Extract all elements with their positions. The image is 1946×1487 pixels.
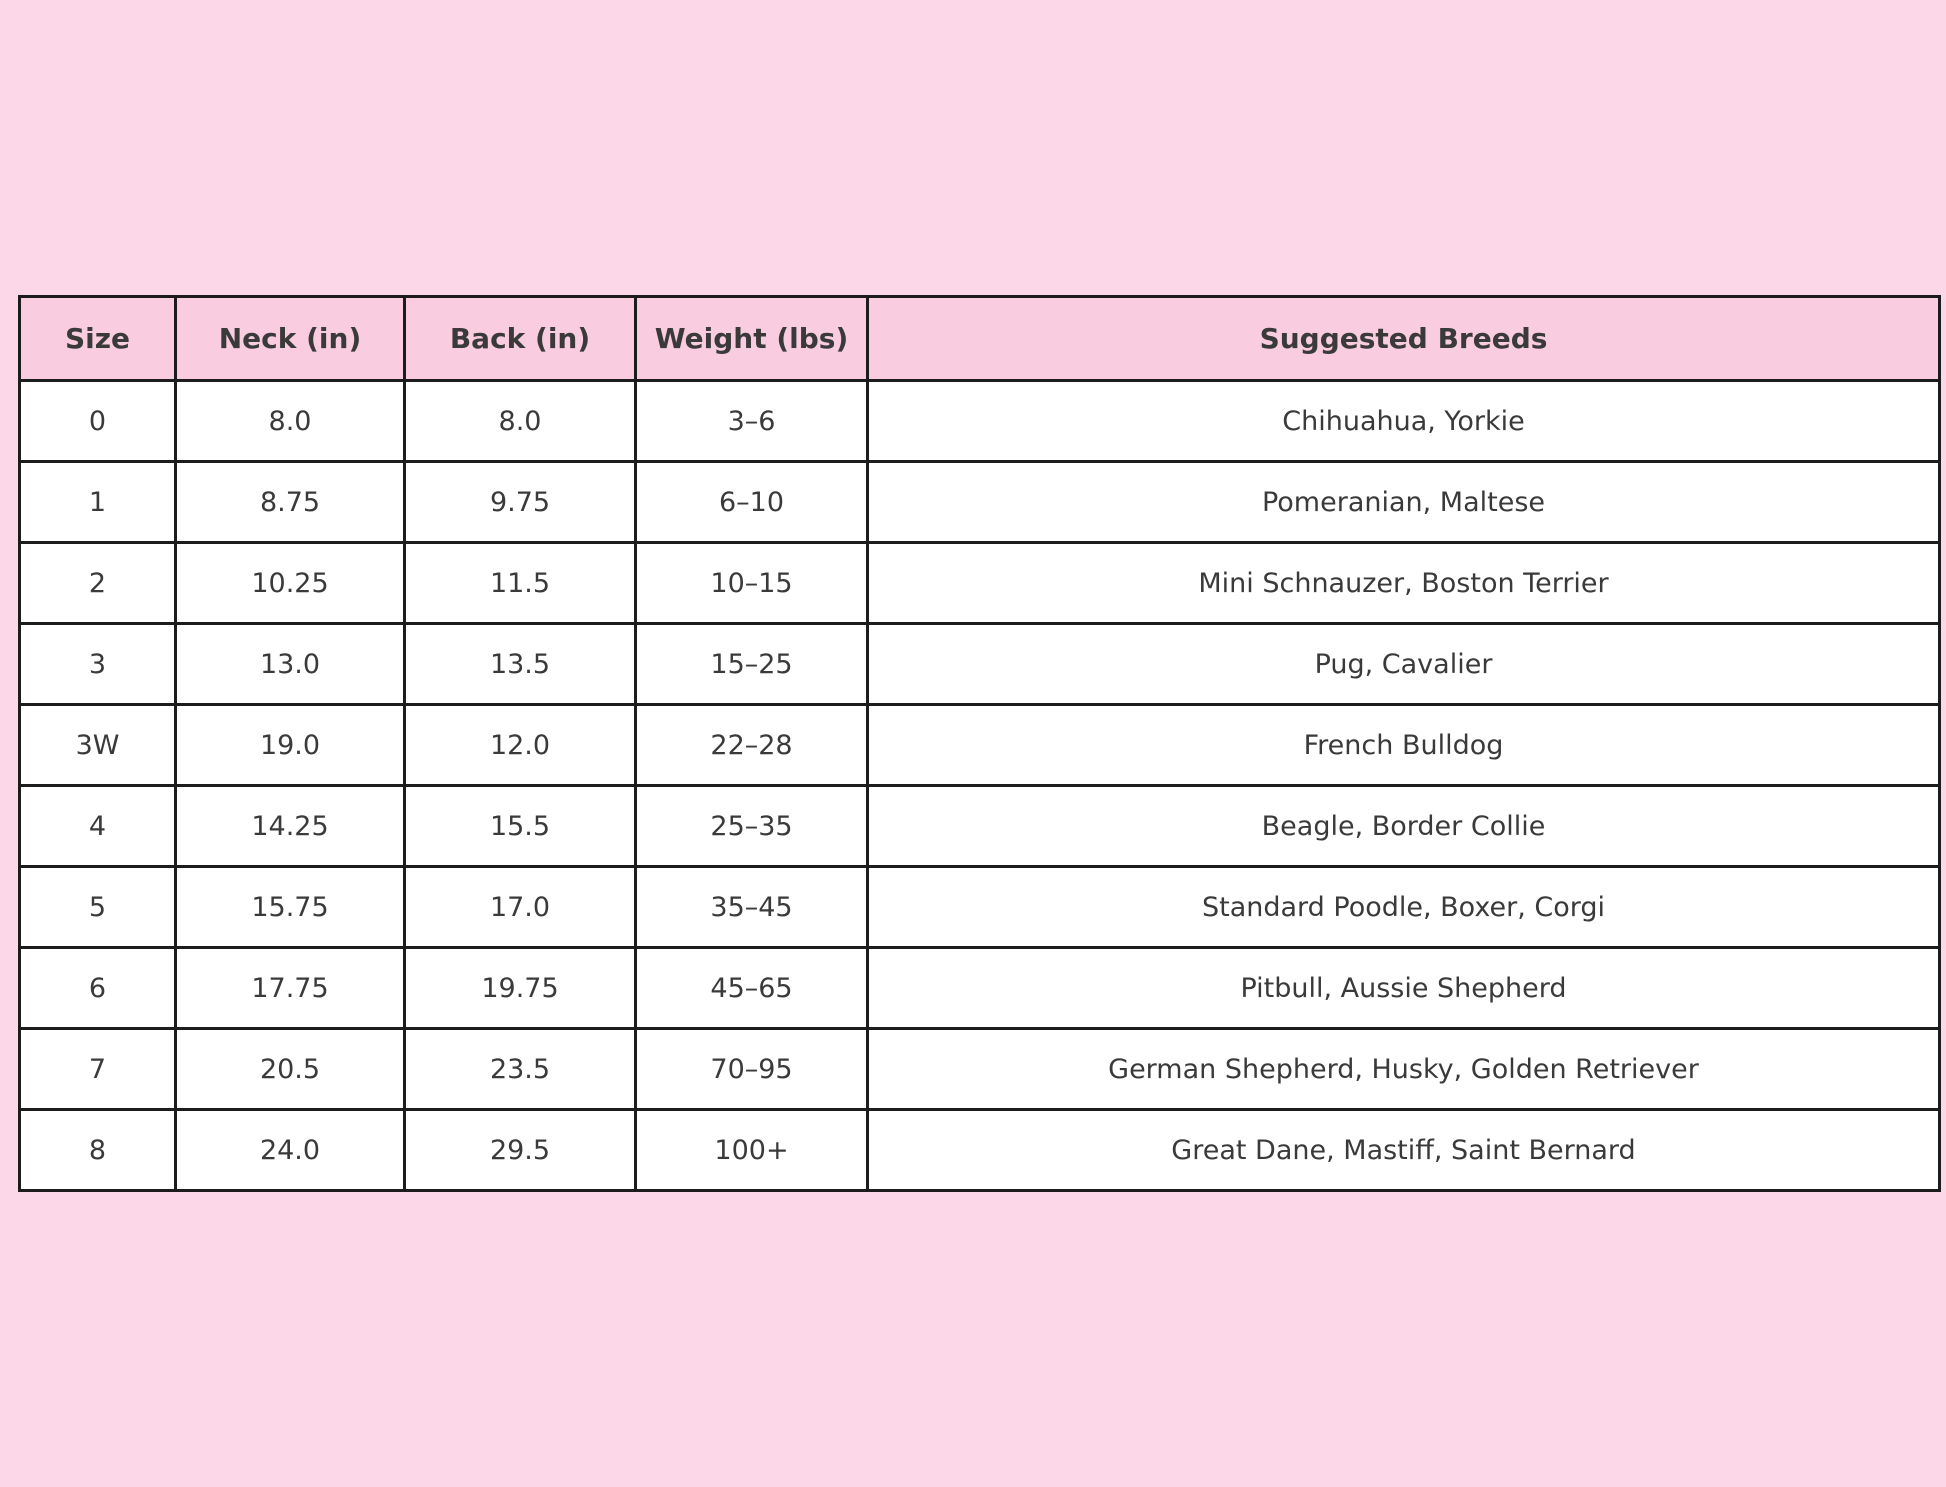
table-cell: Pomeranian, Maltese	[866, 460, 1941, 544]
table-cell: 13.5	[403, 622, 637, 706]
table-row: 2 10.25 11.5 10–15 Mini Schnauzer, Boston Te…	[18, 541, 1941, 625]
table-cell: 45–65	[634, 946, 869, 1030]
table-cell: 7	[18, 1027, 177, 1111]
table-row: 3 13.0 13.5 15–25 Pug, Cavalier	[18, 622, 1941, 706]
table-cell: 19.75	[403, 946, 637, 1030]
column-header-back-in: Back (in)	[403, 295, 637, 382]
table-cell: Mini Schnauzer, Boston Terrier	[866, 541, 1941, 625]
table-cell: 22–28	[634, 703, 869, 787]
table-row: 3W 19.0 12.0 22–28 French Bulldog	[18, 703, 1941, 787]
size-chart-container: Size Neck (in) Back (in) Weight (lbs) Sugges…	[18, 295, 1941, 1192]
table-cell: 15.75	[174, 865, 406, 949]
table-cell: 29.5	[403, 1108, 637, 1192]
table-cell: Standard Poodle, Boxer, Corgi	[866, 865, 1941, 949]
table-cell: 17.0	[403, 865, 637, 949]
table-cell: 3	[18, 622, 177, 706]
table-cell: 4	[18, 784, 177, 868]
table-head: Size Neck (in) Back (in) Weight (lbs) Sugges…	[18, 295, 1941, 382]
table-cell: 6–10	[634, 460, 869, 544]
table-cell: 13.0	[174, 622, 406, 706]
table-cell: 5	[18, 865, 177, 949]
table-cell: Great Dane, Mastiff, Saint Bernard	[866, 1108, 1941, 1192]
column-header-size: Size	[18, 295, 177, 382]
table-row: 7 20.5 23.5 70–95 German Shepherd, Husky, Go…	[18, 1027, 1941, 1111]
table-cell: 19.0	[174, 703, 406, 787]
table-cell: 20.5	[174, 1027, 406, 1111]
table-cell: 15.5	[403, 784, 637, 868]
table-cell: 12.0	[403, 703, 637, 787]
table-cell: 8.75	[174, 460, 406, 544]
table-cell: 0	[18, 379, 177, 463]
table-row: 8 24.0 29.5 100+ Great Dane, Mastiff, Saint …	[18, 1108, 1941, 1192]
table-cell: Pug, Cavalier	[866, 622, 1941, 706]
table-cell: Beagle, Border Collie	[866, 784, 1941, 868]
table-cell: 1	[18, 460, 177, 544]
table-cell: Chihuahua, Yorkie	[866, 379, 1941, 463]
column-header-suggested-breeds: Suggested Breeds	[866, 295, 1941, 382]
column-header-neck-in: Neck (in)	[174, 295, 406, 382]
table-cell: 8.0	[174, 379, 406, 463]
table-cell: 8.0	[403, 379, 637, 463]
table-cell: 17.75	[174, 946, 406, 1030]
table-header-row: Size Neck (in) Back (in) Weight (lbs) Sugges…	[18, 295, 1941, 382]
table-cell: 100+	[634, 1108, 869, 1192]
table-row: 4 14.25 15.5 25–35 Beagle, Border Collie	[18, 784, 1941, 868]
table-cell: 14.25	[174, 784, 406, 868]
table-cell: French Bulldog	[866, 703, 1941, 787]
table-cell: 24.0	[174, 1108, 406, 1192]
table-cell: 10–15	[634, 541, 869, 625]
table-row: 5 15.75 17.0 35–45 Standard Poodle, Boxer, C…	[18, 865, 1941, 949]
table-cell: 3W	[18, 703, 177, 787]
table-cell: 35–45	[634, 865, 869, 949]
table-row: 1 8.75 9.75 6–10 Pomeranian, Maltese	[18, 460, 1941, 544]
table-row: 6 17.75 19.75 45–65 Pitbull, Aussie Shepherd	[18, 946, 1941, 1030]
table-cell: 3–6	[634, 379, 869, 463]
table-cell: 23.5	[403, 1027, 637, 1111]
table-cell: 10.25	[174, 541, 406, 625]
table-cell: 15–25	[634, 622, 869, 706]
table-cell: 9.75	[403, 460, 637, 544]
table-row: 0 8.0 8.0 3–6 Chihuahua, Yorkie	[18, 379, 1941, 463]
table-cell: Pitbull, Aussie Shepherd	[866, 946, 1941, 1030]
table-cell: 2	[18, 541, 177, 625]
table-cell: 25–35	[634, 784, 869, 868]
table-cell: 70–95	[634, 1027, 869, 1111]
column-header-weight-lbs: Weight (lbs)	[634, 295, 869, 382]
table-cell: 6	[18, 946, 177, 1030]
table-cell: 8	[18, 1108, 177, 1192]
table-cell: 11.5	[403, 541, 637, 625]
size-chart-table: Size Neck (in) Back (in) Weight (lbs) Sugges…	[18, 295, 1941, 1192]
table-body: 0 8.0 8.0 3–6 Chihuahua, Yorkie 1 8.75 9.75 6–10…	[18, 379, 1941, 1192]
table-cell: German Shepherd, Husky, Golden Retriever	[866, 1027, 1941, 1111]
